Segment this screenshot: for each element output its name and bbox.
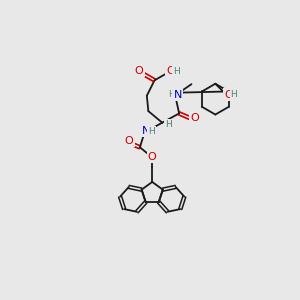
Text: O: O	[166, 66, 175, 76]
Text: O: O	[135, 66, 143, 76]
Text: H: H	[173, 67, 179, 76]
Text: H: H	[148, 127, 155, 136]
Text: O: O	[224, 89, 233, 100]
Text: H: H	[165, 120, 172, 129]
Text: N: N	[173, 90, 182, 100]
Text: H: H	[230, 90, 237, 99]
Text: O: O	[190, 113, 199, 123]
Text: O: O	[148, 152, 157, 162]
Text: N: N	[142, 126, 150, 136]
Text: O: O	[125, 136, 134, 146]
Text: H: H	[168, 90, 175, 99]
